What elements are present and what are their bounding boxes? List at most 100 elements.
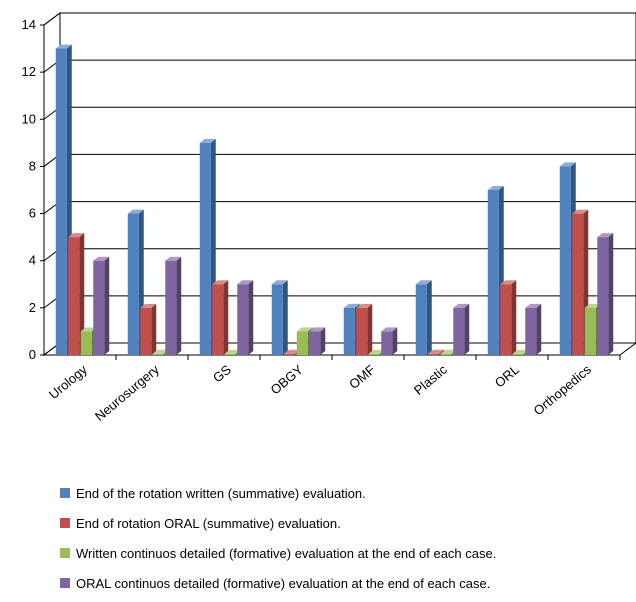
bar-top (428, 349, 445, 354)
bar-front (93, 260, 105, 355)
bar-side (176, 256, 182, 355)
bar-front (525, 307, 537, 355)
chart-legend: End of the rotation written (summative) … (60, 482, 630, 602)
bar-top (559, 162, 576, 167)
bar-top (152, 349, 169, 354)
bar-top (140, 303, 157, 308)
bar: ORAL continuos detailed (formative) eval… (381, 327, 398, 355)
bar-side (104, 256, 110, 355)
bar-front (127, 213, 139, 355)
bar-front (500, 284, 512, 355)
back-wall (59, 12, 636, 344)
bar-front (309, 331, 321, 355)
bar-side (439, 349, 445, 355)
bar-front (199, 142, 211, 355)
bar: End of rotation ORAL (summative) evaluat… (68, 233, 85, 355)
legend-swatch (60, 488, 70, 498)
x-tick-label: GS (210, 362, 234, 386)
bar-top (212, 280, 229, 285)
legend-item: ORAL continuos detailed (formative) eval… (60, 572, 630, 594)
bar-side (536, 303, 542, 355)
bar: End of the rotation written (summative) … (271, 280, 288, 355)
bar-front (212, 284, 224, 355)
legend-label: End of rotation ORAL (summative) evaluat… (76, 515, 341, 531)
bar-top (127, 209, 144, 214)
bar-front (559, 166, 571, 355)
bar-top (199, 138, 216, 143)
bar-front (440, 353, 452, 355)
bar-top (309, 327, 326, 332)
bar-top (80, 327, 97, 332)
bar-top (381, 327, 398, 332)
y-axis-ticks: 0 2 4 6 8 10 12 14 (22, 17, 44, 362)
y-tick-label: 10 (22, 111, 36, 126)
legend-label: End of the rotation written (summative) … (76, 485, 366, 501)
bar-side (426, 280, 432, 355)
bar-top (525, 303, 542, 308)
bar-front (68, 237, 80, 355)
bar-front (512, 353, 524, 355)
bar: ORAL continuos detailed (formative) eval… (165, 256, 182, 355)
x-tick-label: OBGY (268, 362, 307, 398)
bar-front (237, 284, 249, 355)
gridline (43, 12, 636, 26)
bar-side (248, 280, 254, 355)
bar-side (79, 233, 85, 355)
bar-top (68, 233, 85, 238)
legend-swatch (60, 548, 70, 558)
bar-front (381, 331, 393, 355)
x-tick-label: Urology (46, 361, 90, 402)
bar-top (440, 349, 457, 354)
bar-front (224, 353, 236, 355)
bar-side (511, 280, 517, 355)
bar-front (296, 331, 308, 355)
bar-front (597, 237, 609, 355)
bar: ORAL continuos detailed (formative) eval… (237, 280, 254, 355)
bar-top (584, 303, 601, 308)
x-tick-label: Orthopedics (531, 361, 595, 418)
bar: End of rotation ORAL (summative) evaluat… (356, 303, 373, 355)
bar-top (93, 256, 110, 261)
bar: ORAL continuos detailed (formative) eval… (597, 233, 614, 355)
legend-item: Written continuos detailed (formative) e… (60, 542, 630, 564)
x-tick-label: Neurosurgery (92, 361, 162, 423)
bar-front (453, 307, 465, 355)
legend-label: ORAL continuos detailed (formative) eval… (76, 575, 491, 591)
bar-front (368, 353, 380, 355)
bar-front (343, 307, 355, 355)
bar-top (237, 280, 254, 285)
bar-top (284, 349, 301, 354)
bar-side (320, 327, 326, 355)
bar-top (165, 256, 182, 261)
bar-front (152, 353, 164, 355)
legend-item: End of the rotation written (summative) … (60, 482, 630, 504)
legend-swatch (60, 518, 70, 528)
x-axis-ticks: Urology Neurosurgery GS OBGY OMF Plastic ORL Or… (46, 355, 621, 424)
bar-front (165, 260, 177, 355)
x-tick-label: Plastic (411, 361, 450, 397)
y-tick-label: 12 (22, 64, 36, 79)
bar-front (80, 331, 92, 355)
bar-front (487, 190, 499, 355)
bar-side (367, 303, 373, 355)
bar-top (453, 303, 470, 308)
y-tick-label: 6 (29, 206, 36, 221)
bar-side (223, 280, 229, 355)
bar-front (415, 284, 427, 355)
bar-top (343, 303, 360, 308)
bar-top (487, 186, 504, 190)
bar-side (282, 280, 288, 355)
bar-top (512, 349, 529, 354)
bar-front (140, 307, 152, 355)
bar: End of the rotation written (summative) … (415, 280, 432, 355)
legend-swatch (60, 578, 70, 588)
bar-front (271, 284, 283, 355)
bar-top (296, 327, 313, 332)
bar-top (224, 349, 241, 354)
bar: End of rotation ORAL (summative) evaluat… (500, 280, 517, 355)
legend-label: Written continuos detailed (formative) e… (76, 545, 497, 561)
bar: ORAL continuos detailed (formative) eval… (453, 303, 470, 355)
y-tick-label: 2 (29, 300, 36, 315)
bar: ORAL continuos detailed (formative) eval… (93, 256, 110, 355)
